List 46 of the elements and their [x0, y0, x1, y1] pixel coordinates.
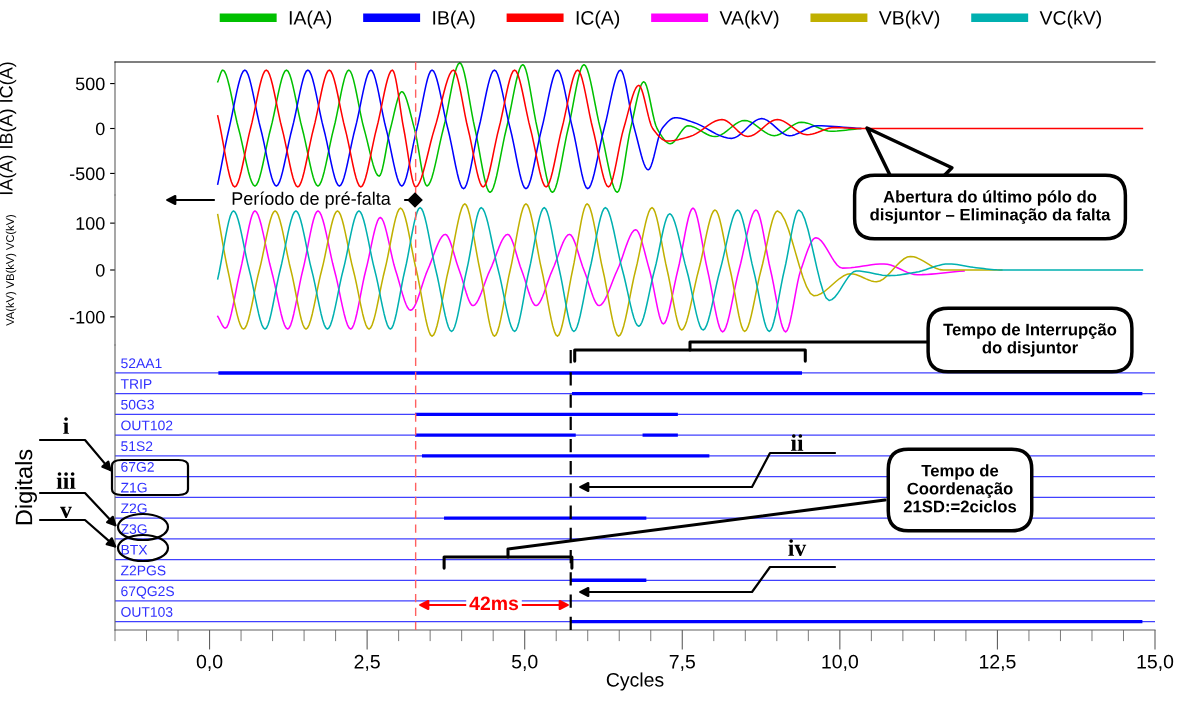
annotation: iv — [788, 539, 807, 556]
x-tick-label: 2,5 — [354, 654, 380, 671]
text: iii — [56, 472, 76, 489]
annotation: Tempo de Interrupção do disjuntor — [943, 323, 1117, 357]
y-axis-title: IA(A) IB(A) IC(A) — [0, 62, 17, 195]
legend-label: IB(A) — [433, 10, 475, 29]
annotation: ii — [790, 434, 804, 451]
legend-label: VC(kV) — [1039, 10, 1101, 29]
y-tick-label: Z2PGS — [121, 565, 166, 576]
x-tick-label: 15,0 — [1137, 654, 1174, 671]
legend-label: VB(kV) — [878, 10, 940, 29]
y-tick-label: 500 — [75, 77, 105, 91]
x-axis-title: Cycles — [606, 672, 664, 691]
y-tick-label: TRIP — [120, 379, 152, 389]
text: v — [60, 506, 72, 518]
y-tick-label: OUT102 — [121, 420, 173, 431]
y-tick-label: 67G2 — [121, 461, 154, 472]
y-tick-label: 50G3 — [121, 399, 154, 410]
y-tick-label: 100 — [76, 217, 105, 230]
x-tick-label: 5,0 — [511, 654, 538, 671]
y-tick-label: 0 — [95, 263, 105, 277]
annotation: Tempo de Coordenação 21SD:=2ciclos — [903, 464, 1017, 513]
y-tick-label: 51S2 — [121, 441, 153, 452]
y-tick-label: 67QG2S — [121, 586, 174, 599]
y-tick-label: -500 — [69, 167, 105, 181]
annotation: Período de pré-falta — [232, 191, 391, 209]
x-tick-label: 0,0 — [196, 654, 223, 671]
y-tick-label: Z1G — [121, 482, 147, 493]
x-tick-label: 10,0 — [822, 654, 859, 671]
y-tick-label: Z3G — [121, 524, 147, 534]
y-tick-label: 0 — [95, 122, 105, 136]
y-tick-label: Z2G — [121, 503, 147, 514]
legend-label: VA(kV) — [719, 10, 779, 29]
y-tick-label: -100 — [69, 310, 105, 324]
x-tick-label: 7,5 — [669, 655, 695, 671]
y-tick-label: OUT103 — [121, 607, 173, 617]
y-axis-title: Digitals — [14, 449, 37, 525]
legend-label: IC(A) — [576, 10, 620, 29]
y-tick-label: BTX — [121, 545, 148, 555]
y-tick-label: 52AA1 — [121, 358, 162, 369]
legend-label: IA(A) — [289, 10, 332, 29]
annotation: 42ms — [469, 596, 519, 611]
x-tick-label: 12,5 — [979, 654, 1016, 671]
annotation: Abertura do último pólo do disjuntor – Eliminação da falta — [870, 190, 1111, 224]
y-axis-title: VA(kV) VB(kV) VC(kV) — [5, 214, 17, 326]
text: i — [63, 417, 69, 434]
